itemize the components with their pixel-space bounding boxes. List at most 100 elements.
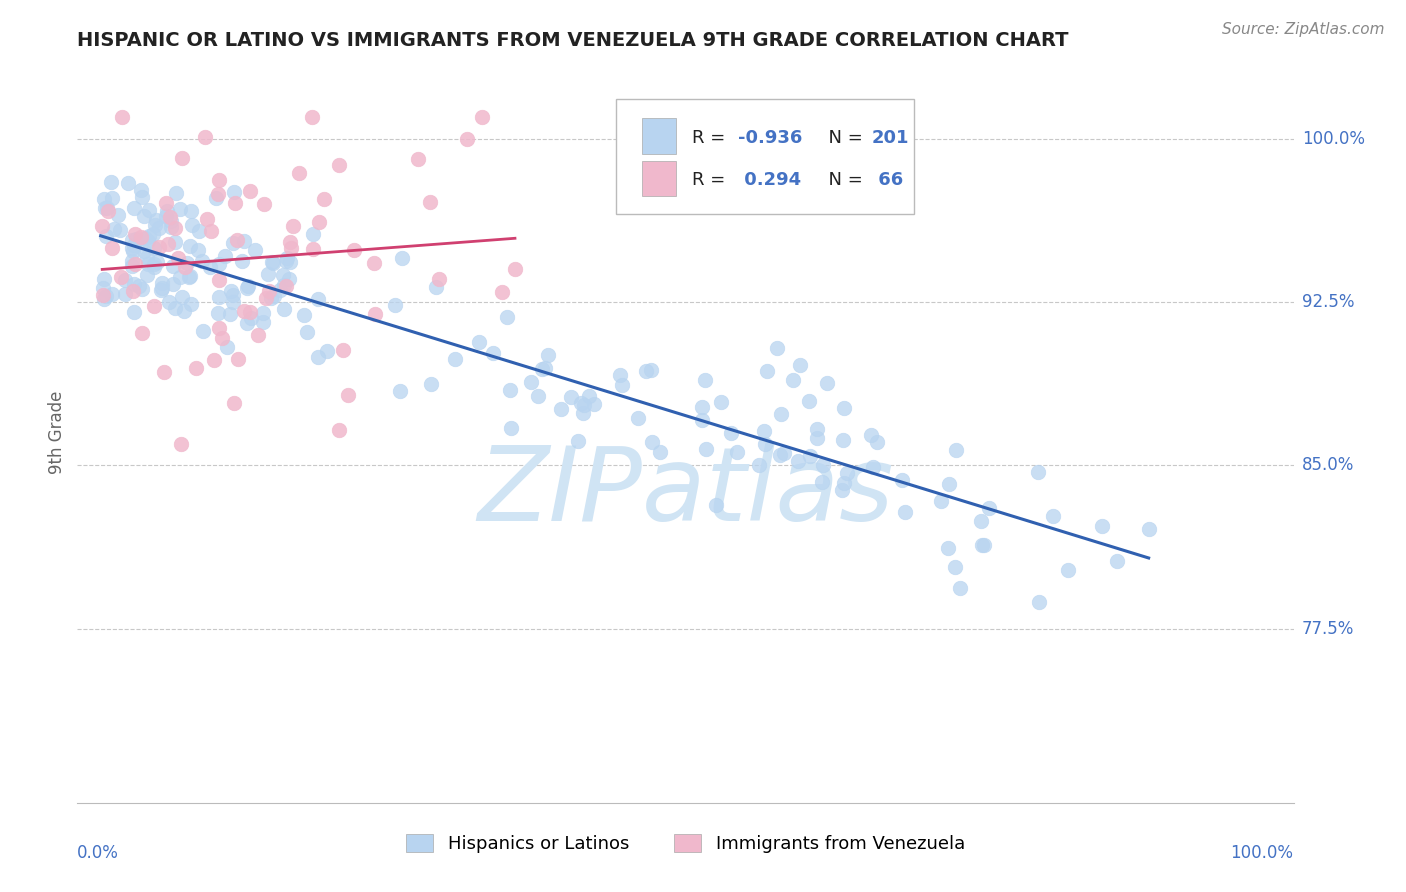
Point xyxy=(172,151,194,165)
Point xyxy=(236,316,259,330)
Point xyxy=(832,476,855,491)
Point xyxy=(138,228,160,243)
Point xyxy=(195,211,218,226)
Point xyxy=(148,240,170,254)
Point xyxy=(972,538,994,552)
Point xyxy=(343,244,366,258)
Point xyxy=(191,253,214,268)
Point xyxy=(831,483,853,497)
Point xyxy=(176,255,198,269)
Point xyxy=(191,324,214,338)
Point xyxy=(253,197,276,211)
Point xyxy=(122,277,145,291)
Point xyxy=(110,269,132,284)
Point xyxy=(208,257,231,271)
Text: N =: N = xyxy=(817,128,869,146)
Point xyxy=(121,241,143,255)
Point xyxy=(274,253,297,268)
Point xyxy=(134,244,156,258)
Point xyxy=(297,325,319,339)
Point xyxy=(221,295,243,310)
Point xyxy=(811,475,834,490)
Point xyxy=(167,251,190,265)
Point xyxy=(129,183,152,197)
Point xyxy=(211,331,233,345)
Point xyxy=(302,242,325,256)
Point xyxy=(207,306,229,320)
Point xyxy=(301,110,323,124)
Point xyxy=(420,377,443,392)
Point xyxy=(456,132,478,146)
Point xyxy=(627,410,650,425)
Point xyxy=(610,377,633,392)
Point xyxy=(1042,509,1064,524)
Point xyxy=(121,285,143,299)
Point xyxy=(273,302,295,317)
Point xyxy=(101,191,124,205)
Point xyxy=(145,255,167,269)
Point xyxy=(162,259,184,273)
Point xyxy=(943,560,966,574)
Point xyxy=(172,290,194,304)
Point xyxy=(252,306,274,320)
Point xyxy=(162,277,184,291)
Point xyxy=(135,268,157,282)
Point xyxy=(93,287,115,301)
Point xyxy=(150,276,173,290)
Point xyxy=(690,400,713,414)
Point xyxy=(173,260,195,274)
Text: R =: R = xyxy=(692,171,731,189)
Point xyxy=(755,364,778,378)
Text: Source: ZipAtlas.com: Source: ZipAtlas.com xyxy=(1222,22,1385,37)
Point xyxy=(531,362,554,376)
Point xyxy=(221,236,243,251)
Point xyxy=(520,376,543,390)
Point xyxy=(233,303,256,318)
Point xyxy=(180,297,202,311)
Point xyxy=(276,251,298,265)
Point xyxy=(693,373,716,387)
Point xyxy=(491,285,513,300)
Point xyxy=(128,278,150,293)
Point xyxy=(813,458,835,473)
Point xyxy=(269,283,291,297)
Point xyxy=(222,396,245,410)
Point xyxy=(773,446,796,460)
Point xyxy=(91,219,114,234)
Point xyxy=(131,282,153,296)
Point xyxy=(720,425,742,440)
Text: 0.0%: 0.0% xyxy=(77,844,120,862)
Point xyxy=(578,389,600,403)
Point xyxy=(363,256,385,270)
Point xyxy=(153,365,176,379)
Point xyxy=(136,234,159,248)
Point xyxy=(121,259,143,273)
Point xyxy=(145,213,167,227)
Point xyxy=(163,220,186,235)
Point xyxy=(101,287,124,301)
Point xyxy=(165,235,187,249)
Point xyxy=(214,249,236,263)
Point xyxy=(96,201,118,215)
Point xyxy=(96,289,118,303)
Text: 0.294: 0.294 xyxy=(738,171,801,189)
Point xyxy=(799,450,821,464)
Text: 100.0%: 100.0% xyxy=(1230,844,1294,862)
Point xyxy=(301,227,323,241)
Point xyxy=(129,230,152,244)
Point xyxy=(159,294,181,309)
Point xyxy=(1091,519,1114,533)
Point xyxy=(184,361,207,376)
Point xyxy=(832,401,855,416)
Point xyxy=(121,233,143,247)
Point xyxy=(222,185,245,199)
Point xyxy=(124,257,146,271)
Point xyxy=(149,284,172,298)
Point xyxy=(169,202,191,217)
Point xyxy=(124,227,146,241)
Point xyxy=(100,175,122,189)
Point xyxy=(1056,563,1078,577)
Point xyxy=(891,473,914,487)
Point xyxy=(188,224,211,238)
Point xyxy=(648,445,671,459)
